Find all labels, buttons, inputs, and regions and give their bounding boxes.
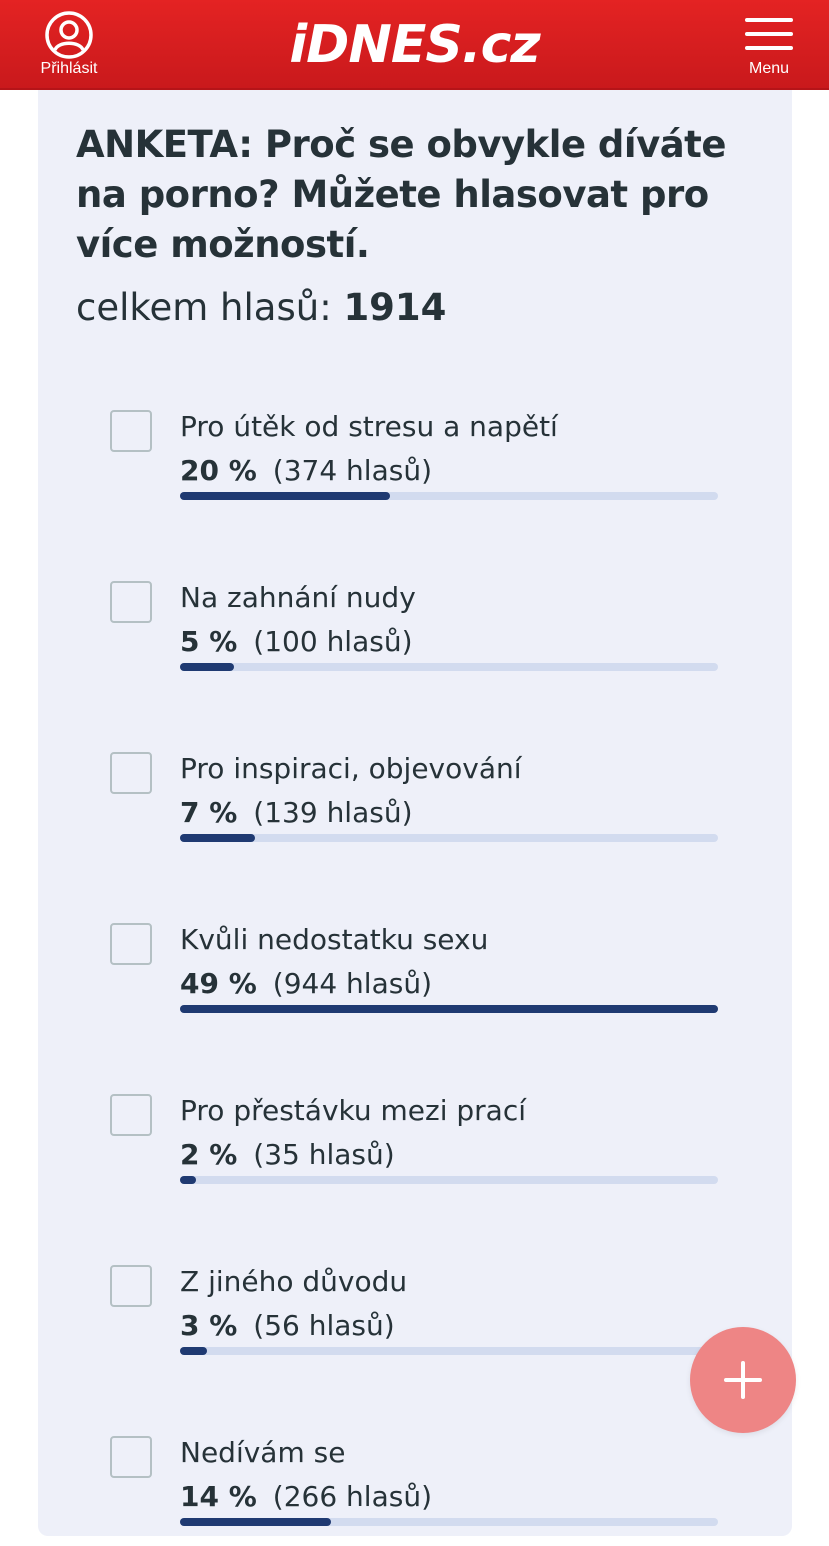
poll-option-bar-track: [180, 663, 718, 671]
poll-option-votes: (374 hlasů): [272, 454, 432, 487]
poll-option: Pro útěk od stresu a napětí 20 % (374 hla…: [110, 410, 720, 520]
poll-option-label: Pro inspiraci, objevování: [180, 752, 522, 785]
poll-option-label: Pro přestávku mezi prací: [180, 1094, 527, 1127]
poll-option: Na zahnání nudy 5 % (100 hlasů): [110, 581, 720, 691]
menu-label: Menu: [748, 60, 790, 77]
poll-option-stats: 2 % (35 hlasů): [180, 1138, 395, 1171]
poll-option-stats: 7 % (139 hlasů): [180, 796, 413, 829]
poll-title: ANKETA: Proč se obvykle díváte na porno?…: [76, 123, 726, 266]
hamburger-menu-icon: [745, 18, 793, 50]
poll-option-bar-fill: [180, 1518, 331, 1526]
poll-option-bar-track: [180, 834, 718, 842]
poll-option-label: Z jiného důvodu: [180, 1265, 408, 1298]
poll-option-bar-fill: [180, 1347, 207, 1355]
poll-option-checkbox[interactable]: [110, 752, 152, 794]
poll-option-votes: (35 hlasů): [253, 1138, 395, 1171]
poll-option-bar-track: [180, 492, 718, 500]
poll-option-label: Na zahnání nudy: [180, 581, 416, 614]
poll-option-checkbox[interactable]: [110, 923, 152, 965]
poll-option-bar-track: [180, 1347, 718, 1355]
login-label: Přihlásit: [40, 60, 98, 77]
poll-option-votes: (944 hlasů): [272, 967, 432, 1000]
poll-option-stats: 3 % (56 hlasů): [180, 1309, 395, 1342]
poll-option-percent: 2 %: [180, 1138, 238, 1171]
total-votes-value: 1914: [343, 286, 447, 329]
poll-option-percent: 3 %: [180, 1309, 238, 1342]
poll-option-bar-track: [180, 1005, 718, 1013]
poll-option-votes: (56 hlasů): [253, 1309, 395, 1342]
add-button[interactable]: [690, 1327, 796, 1433]
poll-option-stats: 49 % (944 hlasů): [180, 967, 432, 1000]
site-logo[interactable]: iDNES.cz: [289, 15, 540, 75]
poll-option-bar-fill: [180, 1176, 197, 1184]
total-votes-label: celkem hlasů:: [76, 286, 332, 329]
poll-option-bar-fill: [180, 1005, 718, 1013]
poll-option-percent: 20 %: [180, 454, 257, 487]
poll-option-label: Pro útěk od stresu a napětí: [180, 410, 558, 443]
poll-option-label: Nedívám se: [180, 1436, 346, 1469]
poll-option: Pro inspiraci, objevování 7 % (139 hlasů): [110, 752, 720, 862]
login-button[interactable]: Přihlásit: [30, 10, 108, 78]
poll-option: Pro přestávku mezi prací 2 % (35 hlasů): [110, 1094, 720, 1204]
poll-option: Nedívám se 14 % (266 hlasů): [110, 1436, 720, 1546]
user-circle-icon: [45, 11, 93, 59]
poll-option-label: Kvůli nedostatku sexu: [180, 923, 489, 956]
menu-button[interactable]: Menu: [739, 16, 799, 78]
poll-option-votes: (100 hlasů): [253, 625, 413, 658]
poll-option: Kvůli nedostatku sexu 49 % (944 hlasů): [110, 923, 720, 1033]
poll-total-votes: celkem hlasů: 1914: [76, 286, 446, 329]
poll-option: Z jiného důvodu 3 % (56 hlasů): [110, 1265, 720, 1375]
poll-option-bar-fill: [180, 492, 390, 500]
poll-option-votes: (139 hlasů): [253, 796, 413, 829]
top-navigation-bar: Přihlásit iDNES.cz Menu: [0, 0, 829, 90]
poll-option-checkbox[interactable]: [110, 1436, 152, 1478]
poll-option-checkbox[interactable]: [110, 1265, 152, 1307]
poll-option-checkbox[interactable]: [110, 1094, 152, 1136]
poll-option-percent: 7 %: [180, 796, 238, 829]
poll-option-checkbox[interactable]: [110, 410, 152, 452]
poll-option-stats: 5 % (100 hlasů): [180, 625, 413, 658]
plus-icon: [724, 1361, 762, 1399]
poll-option-percent: 49 %: [180, 967, 257, 1000]
poll-card: ANKETA: Proč se obvykle díváte na porno?…: [38, 90, 792, 1536]
poll-option-bar-track: [180, 1518, 718, 1526]
poll-option-bar-track: [180, 1176, 718, 1184]
poll-option-votes: (266 hlasů): [272, 1480, 432, 1513]
poll-option-bar-fill: [180, 834, 256, 842]
poll-option-stats: 14 % (266 hlasů): [180, 1480, 432, 1513]
poll-option-stats: 20 % (374 hlasů): [180, 454, 432, 487]
poll-option-percent: 14 %: [180, 1480, 257, 1513]
poll-option-checkbox[interactable]: [110, 581, 152, 623]
poll-option-percent: 5 %: [180, 625, 238, 658]
poll-option-bar-fill: [180, 663, 234, 671]
